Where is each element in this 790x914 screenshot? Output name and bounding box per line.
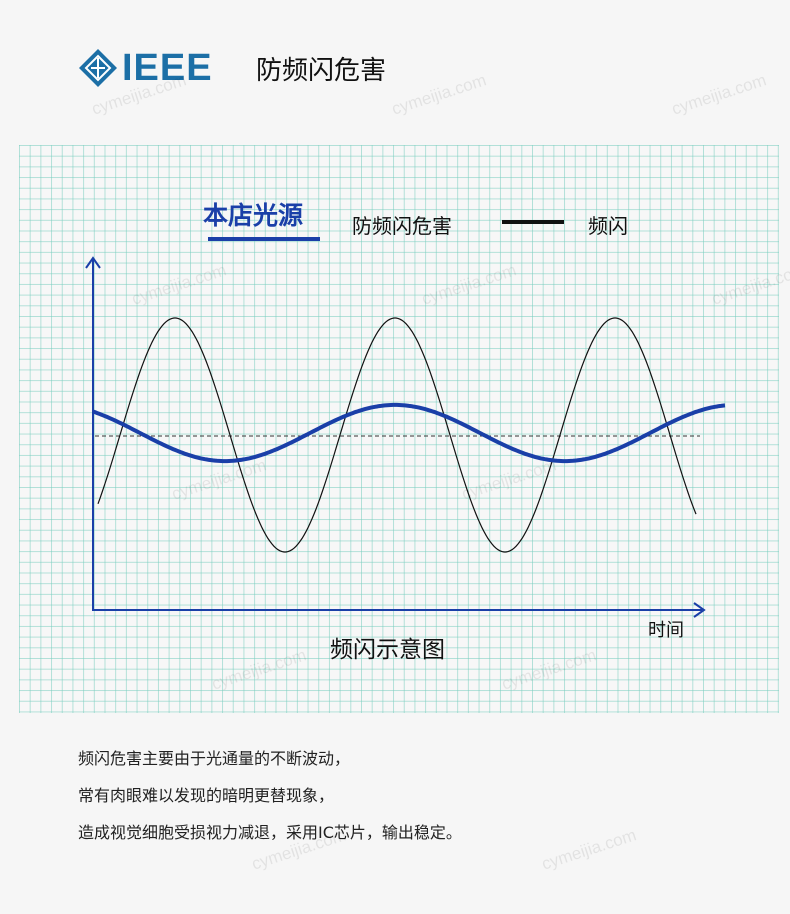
logo-text: IEEE bbox=[122, 47, 213, 89]
diagram-caption: 频闪示意图 bbox=[330, 637, 445, 663]
flicker-wave bbox=[97, 317, 697, 553]
x-axis-label: 时间 bbox=[648, 620, 684, 641]
legend-brand-light: 本店光源 bbox=[203, 201, 304, 230]
ieee-logo: IEEE bbox=[78, 48, 213, 88]
description: 频闪危害主要由于光通量的不断波动， 常有肉眼难以发现的暗明更替现象， 造成视觉细… bbox=[78, 740, 462, 851]
y-axis-arrow bbox=[85, 256, 101, 269]
page-title: 防频闪危害 bbox=[256, 56, 387, 86]
grid-background bbox=[19, 145, 779, 713]
brand-light-wave bbox=[92, 402, 726, 464]
x-axis-arrow bbox=[693, 602, 706, 618]
legend-brand-swatch bbox=[208, 237, 320, 241]
description-line: 频闪危害主要由于光通量的不断波动， bbox=[78, 749, 351, 768]
legend-flicker-label: 频闪 bbox=[588, 214, 628, 238]
description-line: 造成视觉细胞受损视力减退，采用IC芯片，输出稳定。 bbox=[78, 823, 462, 842]
ieee-diamond-icon bbox=[79, 49, 117, 87]
legend-hazard-label: 防频闪危害 bbox=[352, 214, 452, 238]
legend-flicker-swatch bbox=[502, 220, 564, 224]
description-line: 常有肉眼难以发现的暗明更替现象， bbox=[78, 786, 335, 805]
